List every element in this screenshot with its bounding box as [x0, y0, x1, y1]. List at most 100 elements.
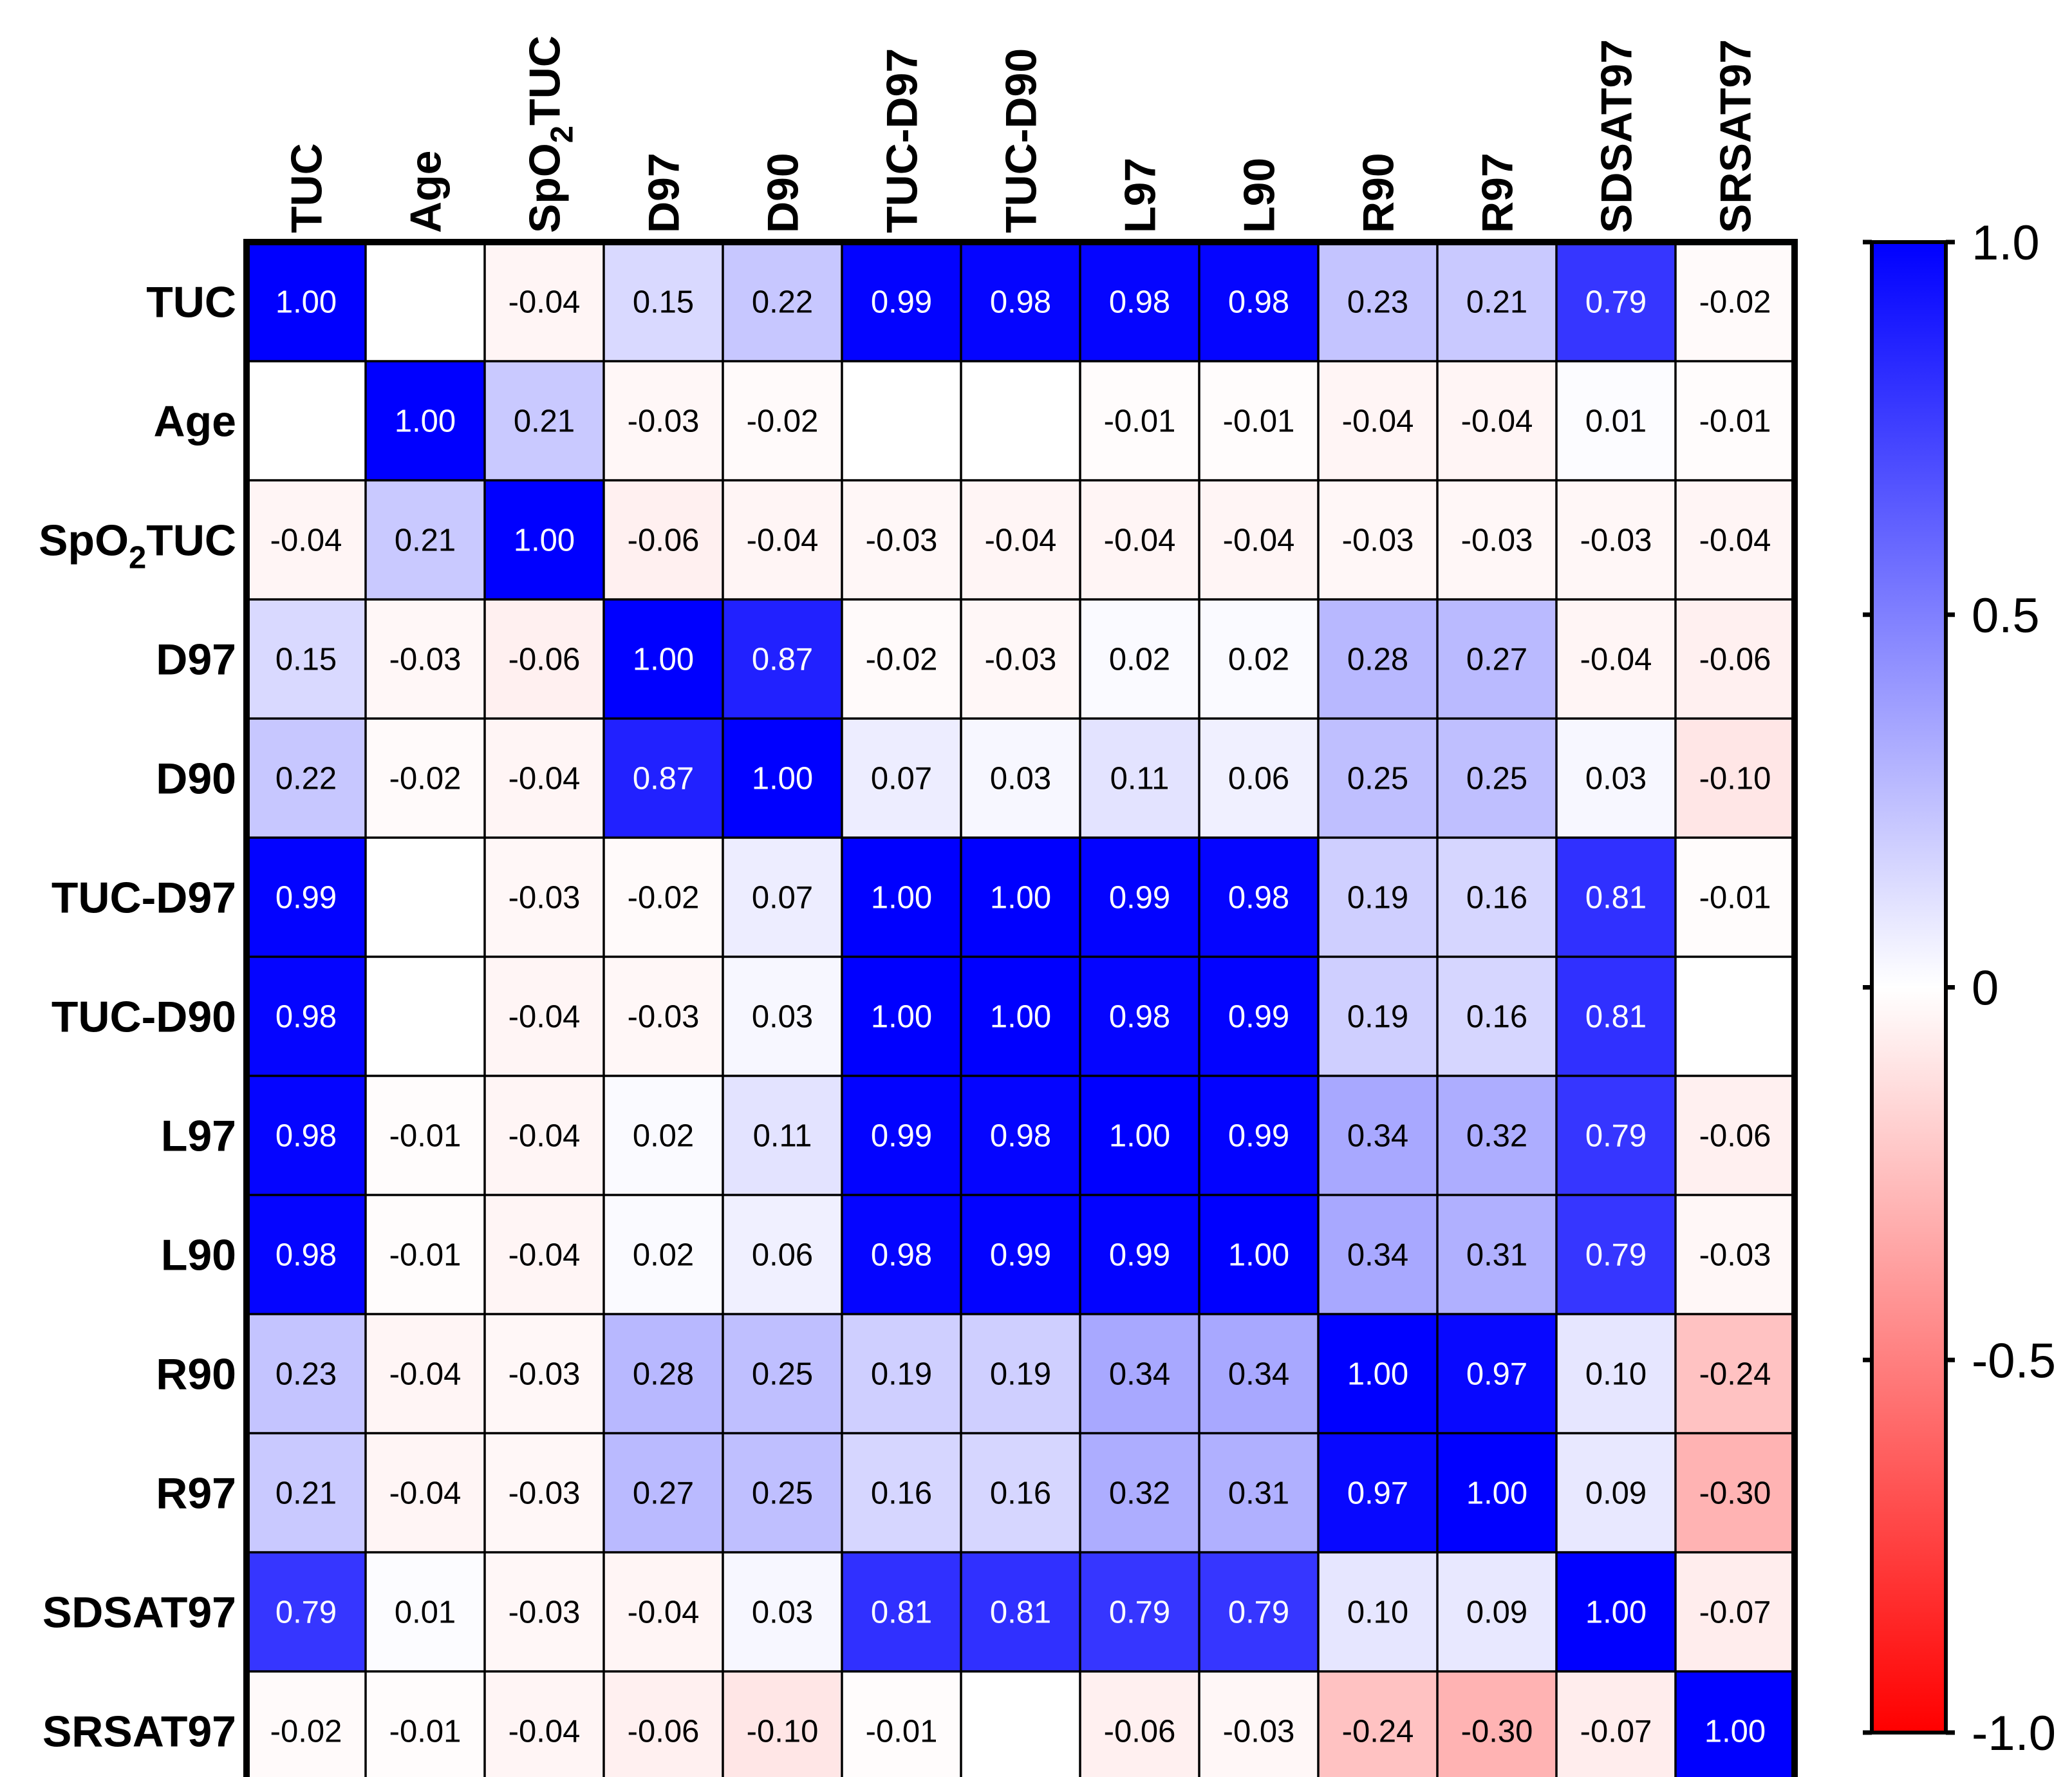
cell-value-label: -0.10	[747, 1715, 819, 1749]
heatmap-cell	[1675, 1671, 1795, 1777]
cell-value-label: 0.97	[1466, 1357, 1527, 1392]
heatmap-cell	[1318, 1552, 1437, 1671]
heatmap-cell	[1199, 1076, 1318, 1195]
heatmap-cell	[1437, 361, 1556, 480]
cell-value-label: 0.34	[1347, 1238, 1408, 1273]
cell-value-label: 0.19	[1347, 1000, 1408, 1035]
heatmap-cell	[723, 599, 842, 719]
cell-value-label: 0.25	[752, 1476, 813, 1511]
cell-value-label: 0.02	[633, 1119, 694, 1154]
cell-value-label: 0.27	[633, 1476, 694, 1511]
heatmap-cell	[1437, 1195, 1556, 1314]
cell-value-label: 0.98	[275, 1238, 337, 1273]
column-label: SDSAT97	[1592, 39, 1641, 233]
cell-value-label: 0.09	[1585, 1476, 1647, 1511]
heatmap-cell	[1199, 1314, 1318, 1433]
cell-value-label: 0.03	[752, 1000, 813, 1035]
cell-value-label: 0.21	[395, 523, 456, 558]
heatmap-cell	[842, 480, 961, 599]
cell-value-label: -0.06	[628, 1715, 700, 1749]
heatmap-cell	[1080, 361, 1199, 480]
cell-value-label: -0.04	[509, 1119, 581, 1154]
heatmap-cell	[1437, 599, 1556, 719]
colorbar-tick-label: 0.5	[1972, 588, 2040, 643]
heatmap-cell	[1437, 1433, 1556, 1552]
heatmap-cell	[1556, 719, 1675, 838]
heatmap-cell	[247, 480, 366, 599]
cell-value-label: 0.99	[1228, 1000, 1289, 1035]
colorbar-tick-label: 1.0	[1972, 216, 2040, 270]
cell-value-label: 0.16	[1466, 881, 1527, 916]
heatmap-cell	[1080, 599, 1199, 719]
heatmap-cell	[1675, 1433, 1795, 1552]
heatmap-cell	[961, 599, 1080, 719]
heatmap-cell	[842, 242, 961, 361]
heatmap-cell	[1675, 1314, 1795, 1433]
heatmap-cell	[1556, 957, 1675, 1076]
cell-value-label: 0.81	[990, 1595, 1051, 1630]
cell-value-label: 0.25	[1466, 762, 1527, 796]
heatmap-cell	[1199, 1671, 1318, 1777]
cell-value-label: -0.04	[270, 523, 342, 558]
heatmap-cell	[366, 1433, 485, 1552]
heatmap-cell	[366, 1076, 485, 1195]
cell-value-label: -0.30	[1699, 1476, 1771, 1511]
cell-value-label: 0.31	[1466, 1238, 1527, 1273]
cell-value-label: 0.10	[1347, 1595, 1408, 1630]
heatmap-cell	[604, 361, 723, 480]
column-label: SpO2TUC	[521, 35, 580, 233]
cell-value-label: -0.03	[509, 881, 581, 916]
heatmap-cell	[247, 838, 366, 957]
cell-value-label: 0.28	[633, 1357, 694, 1392]
heatmap-cell	[604, 599, 723, 719]
heatmap-cell	[1556, 361, 1675, 480]
cell-value-label: 0.21	[1466, 285, 1527, 320]
heatmap-cell	[1318, 957, 1437, 1076]
heatmap-cell	[1556, 1195, 1675, 1314]
cell-value-label: -0.04	[509, 1715, 581, 1749]
colorbar-tick-label: 0	[1972, 961, 1999, 1016]
heatmap-cell	[485, 1552, 604, 1671]
cell-value-label: 0.98	[990, 1119, 1051, 1154]
cell-value-label: -0.30	[1461, 1715, 1533, 1749]
heatmap-cell	[842, 838, 961, 957]
heatmap-cell	[723, 242, 842, 361]
heatmap-cell	[1318, 838, 1437, 957]
heatmap-cell	[604, 957, 723, 1076]
cell-value-label: 1.00	[1228, 1238, 1289, 1273]
heatmap-cell	[961, 1552, 1080, 1671]
cell-value-label: 1.00	[633, 643, 694, 677]
cell-value-label: 0.31	[1228, 1476, 1289, 1511]
heatmap-cell	[366, 361, 485, 480]
heatmap-cell	[961, 719, 1080, 838]
cell-value-label: 0.99	[1109, 881, 1170, 916]
heatmap-cell	[366, 1314, 485, 1433]
heatmap-cell	[1675, 719, 1795, 838]
cell-value-label: 0.98	[275, 1119, 337, 1154]
heatmap-cell	[247, 361, 366, 480]
heatmap-cell	[842, 1433, 961, 1552]
heatmap-cell	[485, 719, 604, 838]
cell-value-label: 0.02	[1228, 643, 1289, 677]
cell-value-label: 0.28	[1347, 643, 1408, 677]
cell-value-label: -0.07	[1699, 1595, 1771, 1630]
heatmap-cell	[366, 599, 485, 719]
heatmap-cell	[961, 480, 1080, 599]
cell-value-label: 0.79	[1585, 1238, 1647, 1273]
heatmap-cell	[1675, 838, 1795, 957]
row-label: SDSAT97	[42, 1588, 236, 1637]
column-label: TUC-D90	[997, 48, 1046, 233]
heatmap-cell	[366, 957, 485, 1076]
cell-value-label: -0.01	[1104, 404, 1176, 439]
heatmap-cell	[1080, 1552, 1199, 1671]
cell-value-label: -0.04	[509, 285, 581, 320]
heatmap-cell	[366, 1552, 485, 1671]
cell-value-label: 0.81	[1585, 1000, 1647, 1035]
heatmap-cell	[1199, 1552, 1318, 1671]
heatmap-cells	[247, 242, 1795, 1777]
cell-value-label: 0.79	[1228, 1595, 1289, 1630]
cell-value-label: 0.22	[275, 762, 337, 796]
heatmap-cell	[842, 1671, 961, 1777]
cell-value-label: 0.97	[1347, 1476, 1408, 1511]
heatmap-cell	[366, 1195, 485, 1314]
